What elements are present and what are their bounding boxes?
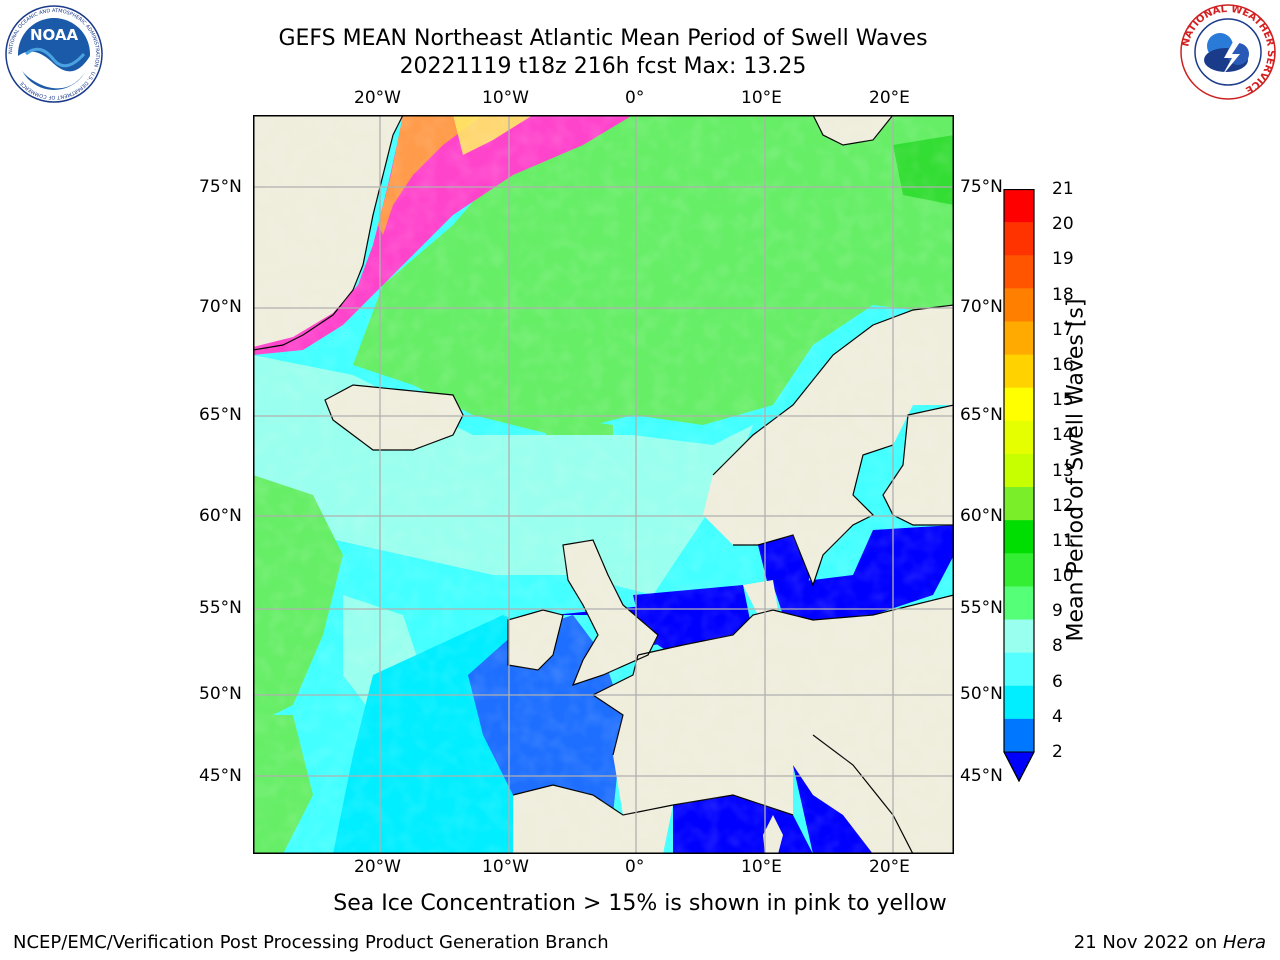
lat-label-right-50n: 50°N — [960, 684, 1003, 704]
colorbar-segment — [1004, 420, 1034, 455]
footer-date-text: 21 Nov 2022 on — [1073, 932, 1223, 953]
colorbar-segment — [1004, 387, 1034, 422]
colorbar-segment — [1004, 222, 1034, 256]
chart-subtitle: 20221119 t18z 216h fcst Max: 13.25 — [399, 54, 807, 79]
lat-label-left-50n: 50°N — [199, 684, 242, 704]
lon-label-bottom-20w: 20°W — [354, 857, 401, 877]
lon-label-top-10e: 10°E — [741, 88, 782, 108]
lon-label-bottom-10e: 10°E — [741, 857, 782, 877]
colorbar-label: Mean Period of Swell Waves [s] — [1063, 298, 1089, 642]
colorbar-extend-arrow — [1003, 751, 1035, 783]
swell-period-map — [253, 115, 954, 854]
colorbar-segment — [1004, 487, 1034, 521]
colorbar-tick-label: 19 — [1052, 249, 1074, 270]
colorbar-tick-label: 2 — [1052, 742, 1063, 762]
colorbar-segment — [1004, 553, 1034, 587]
footer-branch: NCEP/EMC/Verification Post Processing Pr… — [13, 932, 609, 953]
lat-label-left-70n: 70°N — [199, 297, 242, 317]
colorbar-segment — [1004, 718, 1034, 753]
colorbar-tick-label: 9 — [1052, 601, 1063, 622]
colorbar-tick-label: 15 — [1052, 390, 1074, 411]
colorbar-segment — [1004, 255, 1034, 289]
lat-label-left-45n: 45°N — [199, 766, 242, 786]
lat-label-left-60n: 60°N — [199, 506, 242, 526]
lat-label-right-60n: 60°N — [960, 506, 1003, 526]
lat-label-right-45n: 45°N — [960, 766, 1003, 786]
lat-label-left-75n: 75°N — [199, 177, 242, 197]
colorbar-segment — [1004, 453, 1034, 488]
lon-label-top-20w: 20°W — [354, 88, 401, 108]
colorbar-tick-label: 10 — [1052, 566, 1074, 587]
lat-label-right-70n: 70°N — [960, 297, 1003, 317]
colorbar-tick-label: 6 — [1052, 671, 1063, 692]
colorbar-segment — [1004, 520, 1034, 554]
colorbar-tick-label: 14 — [1052, 425, 1074, 446]
noaa-logo: NOAA NATIONAL OCEANIC AND ATMOSPHERIC AD… — [4, 4, 104, 104]
lon-label-bottom-0: 0° — [625, 857, 645, 877]
colorbar-segment — [1004, 189, 1034, 223]
footer-host: Hera — [1222, 932, 1266, 953]
noaa-logo-text: NOAA — [30, 26, 79, 44]
colorbar-segment — [1004, 586, 1034, 621]
chart-title: GEFS MEAN Northeast Atlantic Mean Period… — [278, 26, 928, 51]
colorbar-segment — [1004, 288, 1034, 322]
colorbar-tick-label: 8 — [1052, 636, 1063, 657]
colorbar-segment — [1004, 321, 1034, 356]
colorbar-segment — [1004, 685, 1034, 720]
colorbar-tick-label: 18 — [1052, 284, 1074, 305]
colorbar-tick-label: 11 — [1052, 530, 1074, 551]
lon-label-bottom-10w: 10°W — [482, 857, 529, 877]
sea-ice-caption: Sea Ice Concentration > 15% is shown in … — [333, 891, 947, 916]
colorbar-tick-label: 16 — [1052, 354, 1074, 375]
lon-label-top-0: 0° — [625, 88, 645, 108]
lat-label-left-65n: 65°N — [199, 405, 242, 425]
graticule — [253, 115, 954, 854]
colorbar-segment — [1004, 652, 1034, 687]
colorbar-tick-label: 12 — [1052, 495, 1074, 516]
colorbar-ticks: 21 20 19 18 17 16 15 14 13 12 11 10 9 8 6 4 2 — [1052, 179, 1092, 769]
map-frame — [253, 115, 954, 854]
colorbar-tick-label: 13 — [1052, 460, 1074, 481]
nws-logo: NATIONAL WEATHER SERVICE — [1178, 2, 1278, 102]
footer-date: 21 Nov 2022 on Hera — [1074, 932, 1266, 953]
lat-label-left-55n: 55°N — [199, 598, 242, 618]
colorbar-tick-label: 17 — [1052, 319, 1074, 340]
colorbar-frame — [1003, 188, 1035, 783]
colorbar-segment — [1004, 619, 1034, 654]
lat-label-right-75n: 75°N — [960, 177, 1003, 197]
lat-label-right-55n: 55°N — [960, 598, 1003, 618]
colorbar — [1003, 188, 1035, 783]
lon-label-bottom-20e: 20°E — [869, 857, 910, 877]
lat-label-right-65n: 65°N — [960, 405, 1003, 425]
colorbar-tick-label: 21 — [1052, 179, 1074, 199]
colorbar-segment — [1004, 354, 1034, 389]
colorbar-tick-label: 4 — [1052, 706, 1063, 727]
lon-label-top-10w: 10°W — [482, 88, 529, 108]
lon-label-top-20e: 20°E — [869, 88, 910, 108]
colorbar-tick-label: 20 — [1052, 214, 1074, 235]
